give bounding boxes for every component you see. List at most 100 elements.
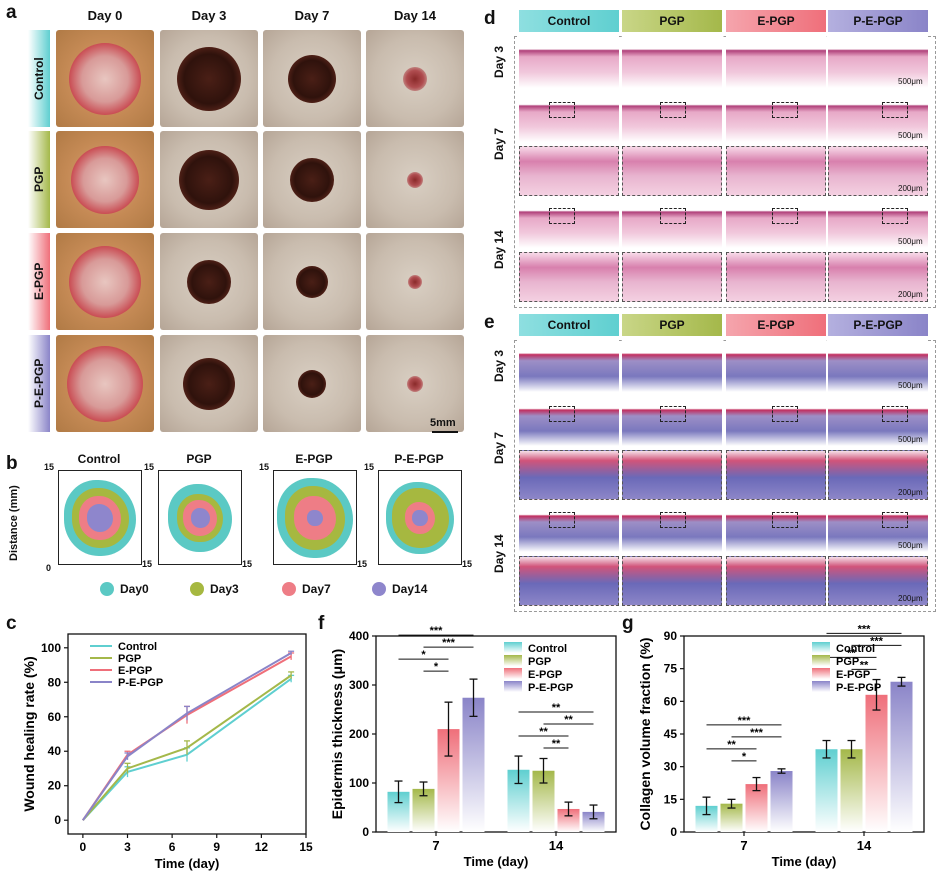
plot-frame	[375, 635, 617, 833]
wound-area	[69, 245, 141, 318]
legend-dot	[190, 582, 204, 596]
histo-group-tab: Control	[519, 314, 619, 336]
scale-label-small: 200μm	[898, 184, 923, 193]
panel-f-letter: f	[318, 613, 325, 634]
trace-title: Control	[77, 452, 121, 466]
group-label: E-PGP	[32, 262, 46, 301]
legend-swatch	[812, 681, 830, 692]
trace-title: PGP	[186, 452, 212, 466]
histo-section	[828, 502, 928, 552]
zoom-box	[549, 208, 575, 224]
histo-section	[519, 340, 619, 392]
zoom-box	[882, 512, 908, 528]
zoom-box	[772, 208, 798, 224]
bar	[582, 811, 605, 832]
histo-section	[828, 396, 928, 446]
panel-a-letter: a	[6, 2, 17, 23]
wound-area	[403, 66, 427, 91]
bar	[507, 769, 530, 832]
significance-label: **	[564, 714, 573, 726]
zoom-box	[549, 406, 575, 422]
scale-label-large: 500μm	[898, 237, 923, 246]
bar	[865, 694, 888, 832]
x-tick-label: 12	[255, 840, 269, 854]
zoom-box	[882, 208, 908, 224]
significance-label: *	[434, 661, 439, 673]
wound-area	[408, 274, 422, 289]
histo-row-label: Day 7	[492, 431, 506, 465]
zoom-box	[660, 102, 686, 118]
wound-area	[290, 157, 334, 202]
histo-section	[828, 340, 928, 392]
scale-label-large: 500μm	[898, 131, 923, 140]
bar	[815, 749, 838, 832]
axis-max-x: 15	[142, 559, 153, 569]
wound-photo	[366, 30, 464, 127]
zoom-box	[772, 102, 798, 118]
group-label: P-E-PGP	[32, 358, 46, 409]
trace-title: P-E-PGP	[394, 452, 444, 466]
wound-area	[71, 145, 139, 214]
bar	[437, 729, 460, 832]
trace-area	[190, 507, 210, 528]
legend-label: Control	[118, 641, 157, 653]
histo-zoom	[622, 252, 722, 302]
histo-zoom	[828, 146, 928, 196]
legend-label: PGP	[528, 656, 551, 668]
wound-area	[288, 54, 336, 103]
panel-e-letter: e	[484, 312, 495, 333]
histo-section	[726, 36, 826, 88]
histo-zoom	[726, 146, 826, 196]
scale-label-large: 500μm	[898, 541, 923, 550]
trace-area	[86, 503, 114, 532]
histo-zoom	[519, 252, 619, 302]
panel-b-ylabel: Distance (mm)	[8, 485, 20, 561]
zoom-box	[660, 406, 686, 422]
group-tab: E-PGP	[28, 233, 50, 330]
histo-zoom	[622, 450, 722, 500]
wound-area	[179, 149, 239, 210]
zoom-box	[772, 512, 798, 528]
wound-photo	[56, 335, 154, 432]
significance-label: ***	[858, 623, 872, 635]
day-header: Day 7	[294, 8, 330, 23]
histo-section	[726, 340, 826, 392]
significance-label: ***	[750, 727, 764, 739]
wound-photo	[56, 233, 154, 330]
group-label: Control	[32, 57, 46, 100]
axis-max-y: 15	[259, 462, 270, 472]
day-header: Day 3	[191, 8, 227, 23]
histo-group-tab: PGP	[622, 314, 722, 336]
trace-frame	[58, 470, 142, 565]
histo-group-tab: Control	[519, 10, 619, 32]
histo-section	[519, 36, 619, 88]
axis-max-y: 15	[44, 462, 55, 472]
x-axis-label: Time (day)	[464, 854, 529, 869]
y-tick-label: 0	[670, 825, 677, 839]
bar	[387, 791, 410, 832]
wound-photo	[263, 30, 361, 127]
zoom-box	[772, 406, 798, 422]
trace-frame	[158, 470, 242, 565]
wound-area	[177, 46, 241, 111]
legend-swatch	[812, 642, 830, 653]
y-tick-label: 40	[48, 744, 62, 758]
histo-section	[828, 198, 928, 248]
plot-frame	[683, 635, 925, 833]
day-header: Day 0	[87, 8, 123, 23]
y-tick-label: 15	[664, 792, 678, 806]
bar	[840, 749, 863, 832]
legend-label: Day7	[302, 582, 331, 596]
scale-label-small: 200μm	[898, 488, 923, 497]
bar	[770, 771, 793, 832]
series-line	[82, 652, 292, 821]
histo-zoom	[726, 252, 826, 302]
histo-zoom	[828, 450, 928, 500]
histo-zoom	[828, 252, 928, 302]
zoom-box	[660, 208, 686, 224]
significance-label: ***	[430, 625, 444, 637]
bar	[695, 805, 718, 832]
histo-zoom	[519, 556, 619, 606]
bar	[720, 803, 743, 832]
histo-group-tab: E-PGP	[726, 10, 826, 32]
